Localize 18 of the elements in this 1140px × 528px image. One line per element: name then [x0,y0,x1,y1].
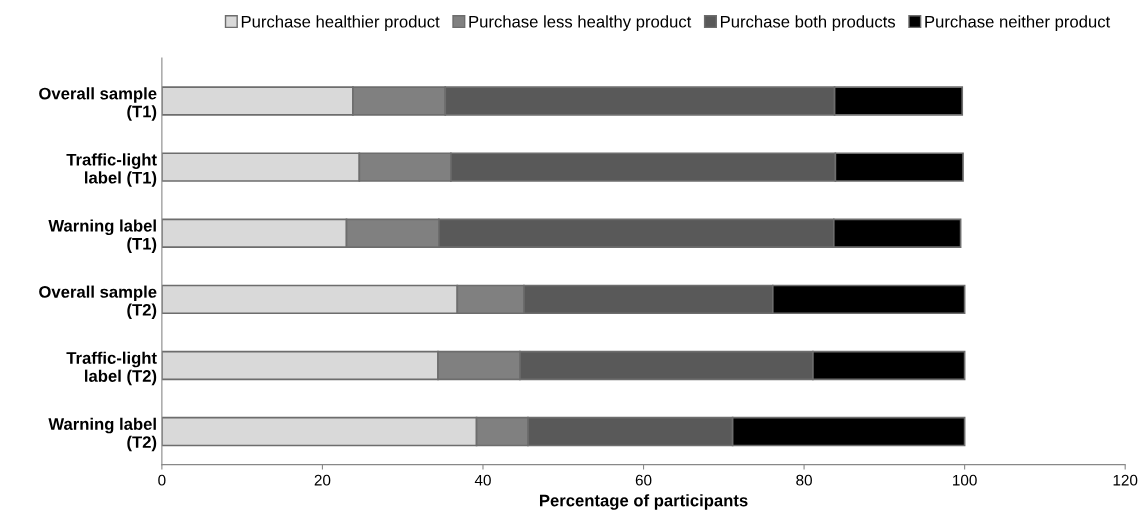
y-tick-label: Overall sample (T2) [39,285,157,320]
x-tick-label: 120 [1113,474,1138,486]
y-tick-label: Overall sample (T1) [39,87,157,121]
legend-label: Purchase healthier product [241,15,440,31]
y-tick-label: Traffic-light label (T2) [66,351,157,386]
x-tick-label: 80 [796,474,812,486]
x-tick-label: 60 [635,474,652,486]
legend-label: Purchase both products [720,15,896,31]
x-tick-label: 40 [474,474,491,486]
x-tick-label: 100 [953,474,977,486]
y-tick-label: Warning label (T2) [48,417,157,452]
x-axis-title: Percentage of participants [539,494,748,510]
x-tick-label: 20 [314,474,331,486]
y-tick-label: Warning label (T1) [48,219,157,253]
x-tick-label: 0 [158,474,166,486]
y-tick-label: Traffic-light label (T1) [66,153,157,187]
legend-label: Purchase neither product [925,15,1111,31]
legend-label: Purchase less healthy product [469,15,692,31]
